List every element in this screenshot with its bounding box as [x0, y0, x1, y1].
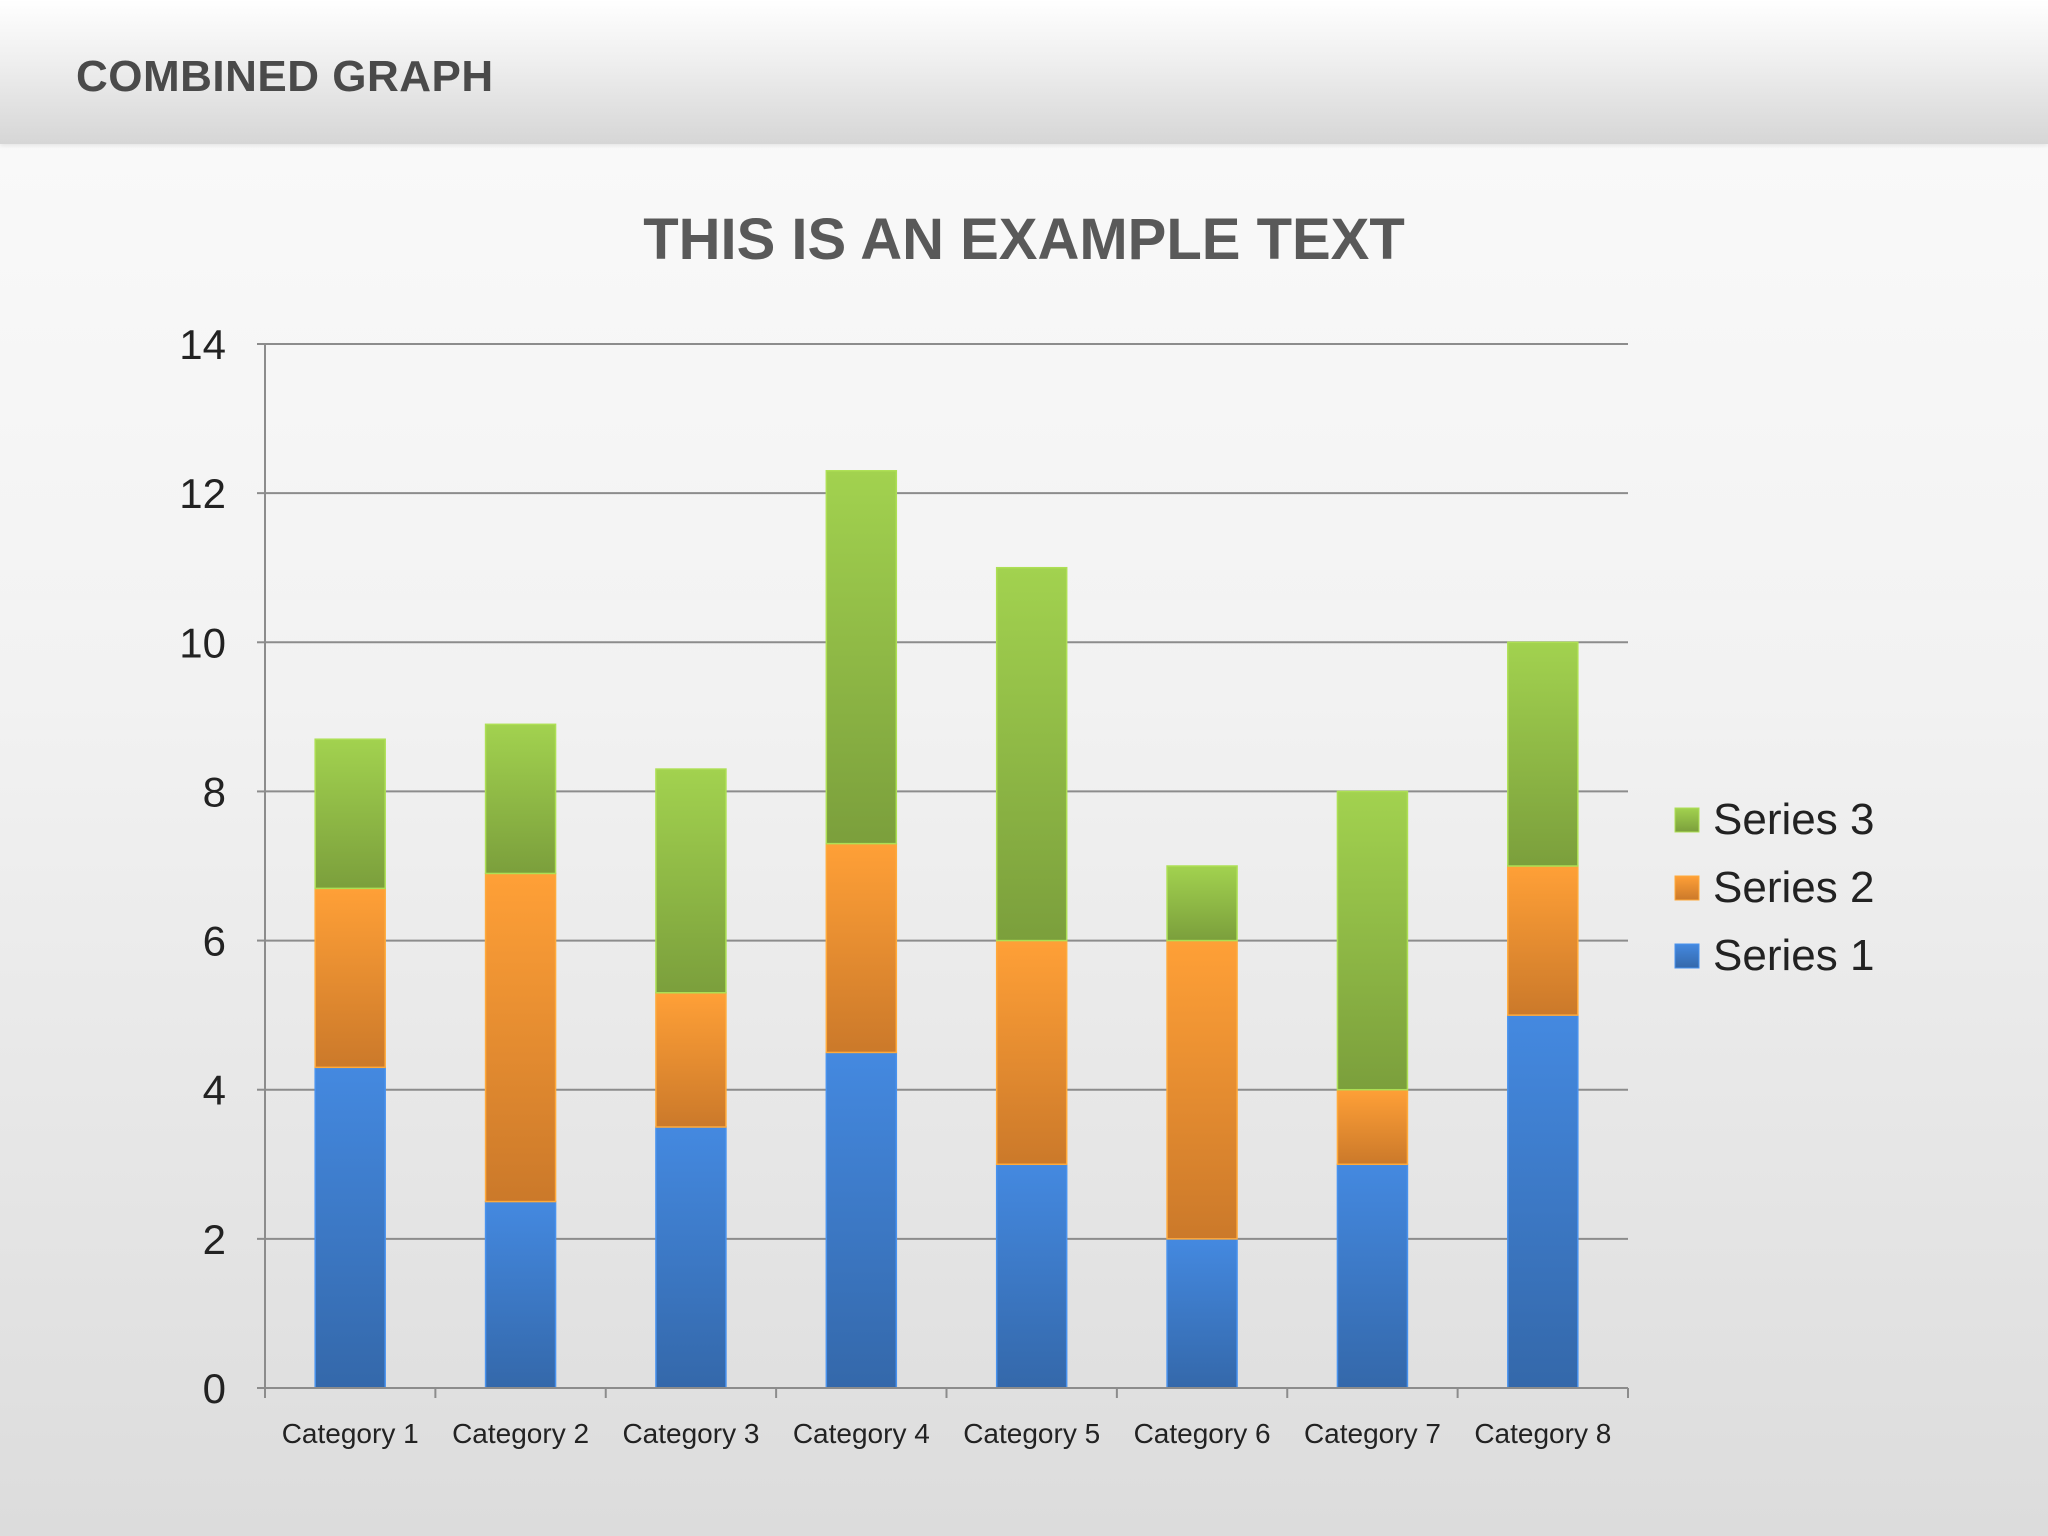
axes: 0 2 4 6 8 10 12 14 Category 1 Category 2 Category … [179, 321, 1629, 1449]
legend-swatch [1674, 875, 1700, 901]
y-tick-label: 8 [203, 768, 226, 815]
bar-series-3-category-4 [825, 470, 898, 845]
x-tick-label: Category 8 [1474, 1418, 1611, 1449]
bars [314, 470, 1579, 1389]
y-tick-label: 0 [203, 1365, 226, 1412]
y-tick-label: 6 [203, 918, 226, 965]
legend-item: Series 2 [1674, 863, 1874, 912]
bar-series-1-category-4 [825, 1051, 898, 1389]
bar-series-3-category-6 [1166, 865, 1238, 942]
y-tick-label: 12 [179, 470, 226, 517]
x-tick-label: Category 2 [452, 1418, 589, 1449]
y-tick-label: 10 [179, 619, 226, 666]
bar-series-1-category-7 [1336, 1163, 1409, 1389]
legend-item: Series 1 [1674, 931, 1874, 980]
legend-label: Series 1 [1713, 931, 1874, 980]
bar-series-3-category-5 [995, 566, 1068, 942]
y-tick-label: 2 [203, 1216, 226, 1263]
bar-series-1-category-5 [995, 1163, 1068, 1389]
header-band: COMBINED GRAPH [0, 0, 2048, 144]
x-tick-label: Category 6 [1134, 1418, 1271, 1449]
legend-swatch [1674, 807, 1700, 833]
legend-swatch [1674, 943, 1700, 969]
bar-series-3-category-8 [1507, 641, 1579, 867]
legend-label: Series 2 [1713, 863, 1874, 912]
bar-series-2-category-5 [995, 939, 1068, 1166]
page-title: COMBINED GRAPH [76, 52, 494, 101]
bar-series-3-category-3 [655, 768, 727, 994]
bar-series-1-category-8 [1507, 1014, 1579, 1389]
bar-series-2-category-4 [825, 842, 898, 1054]
bar-series-2-category-6 [1166, 939, 1238, 1240]
bar-series-1-category-2 [484, 1200, 557, 1389]
x-tick-label: Category 5 [963, 1418, 1100, 1449]
bar-series-2-category-1 [314, 887, 386, 1069]
y-tick-label: 14 [179, 321, 226, 368]
gridlines [265, 343, 1628, 1389]
bar-series-2-category-8 [1507, 865, 1579, 1016]
legend: Series 3 Series 2 Series 1 [1674, 795, 1874, 980]
legend-label: Series 3 [1713, 795, 1874, 844]
bar-series-1-category-3 [655, 1126, 727, 1389]
bar-series-1-category-1 [314, 1066, 386, 1389]
bar-series-1-category-6 [1166, 1238, 1238, 1389]
bar-series-3-category-2 [484, 723, 557, 875]
legend-item: Series 3 [1674, 795, 1874, 844]
bar-series-2-category-7 [1336, 1088, 1409, 1166]
y-tick-label: 4 [203, 1067, 226, 1114]
x-tick-label: Category 1 [282, 1418, 419, 1449]
x-tick-label: Category 4 [793, 1418, 930, 1449]
chart-title: THIS IS AN EXAMPLE TEXT [643, 207, 1405, 272]
bar-series-2-category-3 [655, 992, 727, 1128]
x-tick-label: Category 3 [622, 1418, 759, 1449]
x-tick-label: Category 7 [1304, 1418, 1441, 1449]
bar-series-2-category-2 [484, 872, 557, 1203]
bar-series-3-category-7 [1336, 790, 1409, 1091]
bar-series-3-category-1 [314, 738, 386, 890]
